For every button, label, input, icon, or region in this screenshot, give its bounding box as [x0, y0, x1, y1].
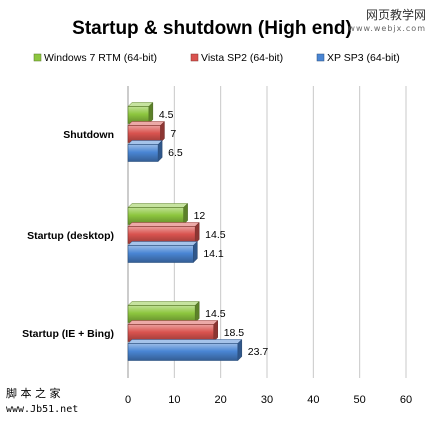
x-tick-label: 60	[400, 394, 412, 406]
watermark-top-right: 网页教学网 www.webjx.com	[348, 6, 426, 33]
data-label: 6.5	[168, 147, 183, 159]
bar	[127, 207, 184, 225]
bar	[127, 106, 150, 124]
bar-top-face	[127, 121, 166, 126]
legend-swatch	[316, 53, 325, 62]
watermark-top-right-site: www.webjx.com	[348, 24, 426, 33]
data-label: 14.5	[205, 308, 226, 320]
bar	[127, 305, 196, 323]
bar-side-face	[193, 240, 198, 264]
bar-top-face	[127, 203, 189, 208]
bar-top-face	[127, 320, 219, 325]
bar	[127, 144, 159, 162]
bar-side-face	[160, 120, 165, 144]
legend: Windows 7 RTM (64-bit) Vista SP2 (64-bit)…	[33, 52, 400, 64]
bar-side-face	[213, 319, 218, 343]
bar	[127, 245, 194, 263]
bar-top-face	[127, 241, 198, 246]
x-tick-label: 50	[354, 394, 366, 406]
bar	[127, 226, 196, 244]
bar-top-face	[127, 339, 243, 344]
data-label: 18.5	[224, 327, 245, 339]
x-tick-label: 40	[307, 394, 319, 406]
bar-top-face	[127, 140, 163, 145]
category-label: Startup (desktop)	[27, 230, 114, 242]
data-label: 23.7	[248, 346, 269, 358]
x-tick-label: 30	[261, 394, 273, 406]
watermark-bottom-left: 脚 本 之 家 www.Jb51.net	[6, 386, 78, 418]
category-label: Startup (IE + Bing)	[22, 328, 114, 340]
watermark-top-right-text: 网页教学网	[365, 8, 426, 22]
x-tick-label: 10	[168, 394, 180, 406]
x-axis-ticks: 0 10 20 30 40 50 60	[125, 394, 412, 406]
data-label: 7	[170, 128, 176, 140]
category-labels: Shutdown Startup (desktop) Startup (IE + B…	[22, 129, 114, 340]
data-label: 14.1	[203, 248, 224, 260]
data-label: 14.5	[205, 229, 226, 241]
bar-side-face	[194, 300, 200, 324]
bars: 4.5 7 6.5 12 14.5 14.1 14.5 18.523.7	[127, 101, 269, 362]
x-tick-label: 20	[215, 394, 227, 406]
data-label: 4.5	[159, 109, 174, 121]
bar-side-face	[183, 202, 188, 226]
legend-label: Vista SP2 (64-bit)	[201, 52, 283, 64]
legend-swatch	[33, 53, 42, 62]
bar	[127, 343, 239, 361]
bar	[127, 324, 215, 342]
legend-label: XP SP3 (64-bit)	[327, 52, 400, 64]
bar-side-face	[157, 139, 163, 163]
x-tick-label: 0	[125, 394, 131, 406]
bar-side-face	[148, 101, 154, 125]
bar	[127, 125, 161, 143]
data-label: 12	[194, 210, 206, 222]
bar-top-face	[127, 301, 200, 306]
chart-title: Startup & shutdown (High end)	[72, 18, 352, 39]
legend-swatch	[190, 53, 199, 62]
watermark-bottom-left-site: www.Jb51.net	[6, 404, 79, 415]
bar-side-face	[237, 338, 243, 362]
category-label: Shutdown	[63, 129, 114, 141]
bar-side-face	[194, 221, 200, 245]
bar-top-face	[127, 222, 200, 227]
watermark-bottom-left-text: 脚 本 之 家	[6, 387, 61, 400]
legend-label: Windows 7 RTM (64-bit)	[44, 52, 157, 64]
